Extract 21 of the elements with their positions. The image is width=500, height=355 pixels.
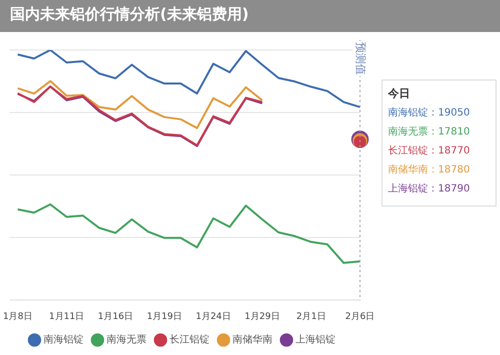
x-tick-label: 2月1日 <box>296 312 326 322</box>
x-tick-label: 1月8日 <box>3 312 32 322</box>
text: 南储华南：18780 <box>388 164 470 176</box>
x-tick-label: 1月24日 <box>196 312 231 322</box>
chart-title: 国内未来铝价行情分析(未来铝费用) <box>0 0 500 32</box>
legend-label: 南海无票 <box>106 334 146 346</box>
ref-line-label: 预测值 <box>354 42 368 75</box>
x-tick-label: 2月6日 <box>345 312 375 322</box>
x-tick-label: 1月11日 <box>49 312 84 322</box>
legend-label: 长江铝锭 <box>170 334 210 346</box>
legend-label: 南储华南 <box>232 334 272 346</box>
text: 南海铝锭：19050 <box>388 106 470 119</box>
legend-label: 南海铝锭 <box>44 334 84 346</box>
x-tick-label: 1月29日 <box>244 312 280 322</box>
x-tick-label: 1月19日 <box>146 312 182 322</box>
text: 长江铝锭：18770 <box>388 144 470 157</box>
text: 上海铝锭：18790 <box>388 182 470 195</box>
legend-label: 上海铝锭 <box>296 334 336 346</box>
x-tick-label: 1月16日 <box>98 312 134 322</box>
text: 南海无票：17810 <box>388 126 470 138</box>
text: 今日 <box>387 86 410 100</box>
